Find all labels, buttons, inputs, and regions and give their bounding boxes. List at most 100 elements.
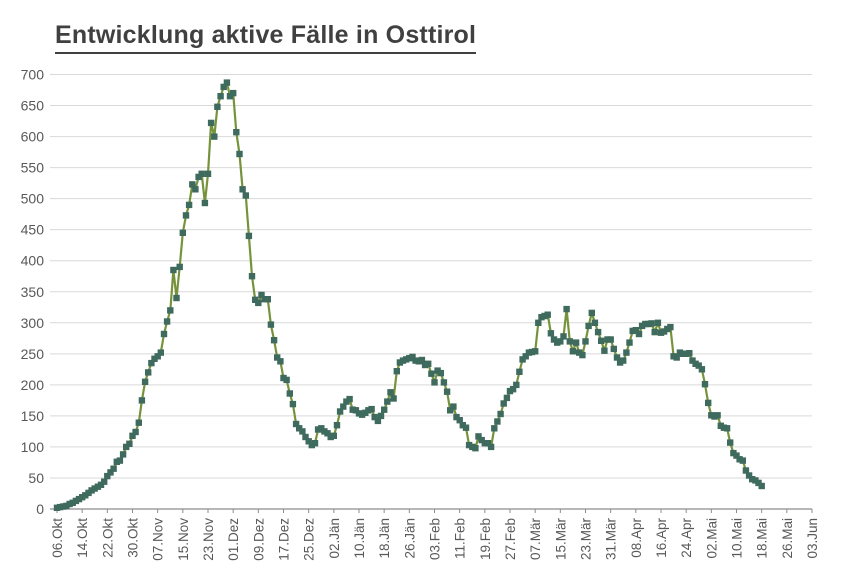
data-point-marker <box>387 389 394 396</box>
data-point-marker <box>443 388 451 395</box>
x-tick-label: 14.Okt <box>75 518 90 558</box>
data-point-marker <box>141 378 149 385</box>
data-point-marker <box>299 428 306 435</box>
y-tick-label: 600 <box>21 129 45 145</box>
data-point-marker <box>701 381 709 388</box>
x-tick-label: 16.Apr <box>654 518 669 558</box>
x-tick-label: 11.Feb <box>453 518 468 559</box>
x-tick-label: 10.Mai <box>730 518 745 559</box>
data-point-marker <box>654 319 662 326</box>
data-point-marker <box>107 469 114 476</box>
data-point-marker <box>598 337 605 344</box>
x-tick-label: 07.Nov <box>151 518 166 561</box>
data-point-marker <box>513 381 520 389</box>
data-point-marker <box>705 399 712 407</box>
y-tick-label: 0 <box>36 501 44 517</box>
data-point-marker <box>236 150 243 158</box>
x-tick-label: 03.Feb <box>428 518 443 560</box>
data-point-marker <box>727 439 734 446</box>
data-point-marker <box>217 93 224 100</box>
data-point-marker <box>201 199 209 207</box>
data-point-marker <box>264 296 271 303</box>
data-point-marker <box>211 133 218 140</box>
data-point-marker <box>163 318 171 325</box>
data-point-marker <box>582 338 589 345</box>
data-point-marker <box>270 337 278 344</box>
data-point-marker <box>428 370 435 377</box>
y-tick-label: 500 <box>21 191 45 207</box>
data-point-marker <box>176 263 183 271</box>
data-point-marker <box>434 367 441 374</box>
data-point-marker <box>267 321 275 328</box>
data-point-marker <box>248 273 256 280</box>
data-point-marker <box>632 327 639 334</box>
data-point-marker <box>129 432 136 439</box>
data-point-marker <box>607 336 614 343</box>
data-point-marker <box>588 309 595 317</box>
data-point-marker <box>579 351 586 359</box>
data-point-marker <box>425 360 432 367</box>
x-tick-label: 17.Dez <box>277 518 292 561</box>
data-point-marker <box>503 394 511 402</box>
data-point-marker <box>283 376 290 384</box>
data-point-marker <box>148 359 155 367</box>
data-point-marker <box>594 328 602 336</box>
data-point-marker <box>135 419 142 426</box>
data-point-marker <box>154 353 161 360</box>
data-point-marker <box>475 433 482 440</box>
data-point-marker <box>242 192 249 199</box>
data-point-marker <box>233 129 240 136</box>
x-tick-label: 22.Okt <box>100 518 115 558</box>
data-point-marker <box>336 408 344 415</box>
data-point-marker <box>547 330 555 337</box>
data-point-marker <box>223 79 231 86</box>
data-point-marker <box>302 433 309 441</box>
y-tick-label: 250 <box>21 346 45 362</box>
y-tick-label: 150 <box>21 408 45 424</box>
data-point-marker <box>714 412 721 419</box>
data-point-marker <box>189 181 196 188</box>
data-point-marker <box>192 186 199 193</box>
data-point-marker <box>569 348 577 355</box>
data-point-marker <box>758 482 765 490</box>
data-point-marker <box>635 330 643 338</box>
x-tick-label: 02.Jän <box>327 518 342 559</box>
data-point-marker <box>182 212 190 219</box>
x-tick-label: 07.Mär <box>528 518 543 561</box>
data-point-marker <box>409 353 416 361</box>
data-point-marker <box>390 395 397 402</box>
data-point-marker <box>500 400 507 407</box>
data-point-marker <box>572 339 580 346</box>
data-point-marker <box>689 357 696 364</box>
data-point-marker <box>557 338 564 345</box>
data-point-marker <box>560 333 567 340</box>
data-point-marker <box>745 472 753 479</box>
data-point-marker <box>695 362 702 369</box>
data-point-marker <box>491 425 498 432</box>
data-point-marker <box>377 412 385 420</box>
x-tick-label: 02.Mai <box>704 518 719 559</box>
data-point-marker <box>447 407 454 414</box>
data-point-marker <box>198 170 205 177</box>
data-point-marker <box>220 83 227 91</box>
data-point-marker <box>207 119 215 127</box>
data-point-marker <box>167 307 174 314</box>
data-point-marker <box>346 395 353 403</box>
data-point-marker <box>185 201 193 209</box>
data-point-marker <box>686 350 693 357</box>
data-point-marker <box>261 296 268 303</box>
data-point-marker <box>371 413 378 421</box>
data-point-marker <box>274 354 281 361</box>
data-point-marker <box>393 368 400 375</box>
x-tick-label: 30.Okt <box>126 518 141 558</box>
data-point-marker <box>651 328 658 336</box>
x-tick-label: 23.Mär <box>579 518 594 561</box>
x-tick-label: 15.Nov <box>176 518 191 561</box>
x-tick-label: 26.Mai <box>780 518 795 559</box>
data-point-marker <box>340 403 347 410</box>
data-point-marker <box>110 465 117 472</box>
data-point-marker <box>566 338 573 345</box>
data-point-marker <box>456 417 463 424</box>
data-point-marker <box>673 354 680 361</box>
data-point-marker <box>601 347 608 354</box>
